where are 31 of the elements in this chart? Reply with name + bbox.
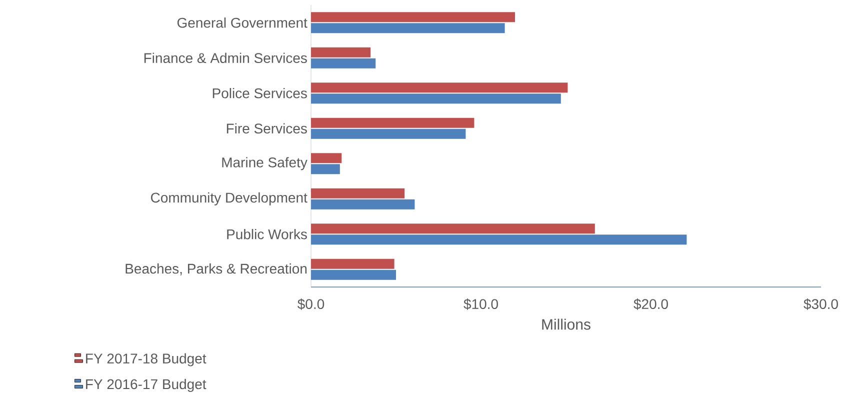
- bar: [311, 128, 466, 139]
- bar: [311, 224, 595, 234]
- y-tick-label: Finance & Admin Services: [144, 52, 307, 64]
- y-tick-label: Marine Safety: [222, 157, 308, 170]
- y-tick-label: Fire Services: [226, 123, 307, 134]
- legend-label: FY 2016-17 Budget: [86, 378, 206, 392]
- x-tick-label: $20.0: [634, 298, 668, 310]
- bar: [311, 188, 405, 198]
- bar: [311, 23, 505, 34]
- bar: [311, 258, 394, 269]
- bar: [311, 12, 515, 22]
- y-tick-label: General Government: [177, 17, 308, 28]
- bar: [311, 199, 415, 210]
- y-tick-label: Police Services: [212, 88, 307, 98]
- x-tick-label: $30.0: [804, 298, 838, 310]
- bar: [311, 164, 340, 174]
- x-axis-title: Millions: [542, 318, 590, 330]
- x-tick-label: $0.0: [298, 298, 324, 310]
- y-tick-label: Public Works: [227, 228, 307, 240]
- bar: [311, 270, 396, 280]
- x-tick-label: $10.0: [464, 298, 498, 310]
- bar: [311, 118, 474, 128]
- bar: [311, 47, 370, 58]
- bar: [311, 234, 687, 245]
- bar: [311, 58, 376, 68]
- y-tick-label: Beaches, Parks & Recreation: [126, 263, 307, 276]
- y-tick-label: Community Development: [151, 192, 308, 206]
- legend-label: FY 2017-18 Budget: [86, 353, 206, 366]
- bar: [311, 94, 561, 104]
- bar: [311, 153, 342, 164]
- bar: [311, 82, 568, 93]
